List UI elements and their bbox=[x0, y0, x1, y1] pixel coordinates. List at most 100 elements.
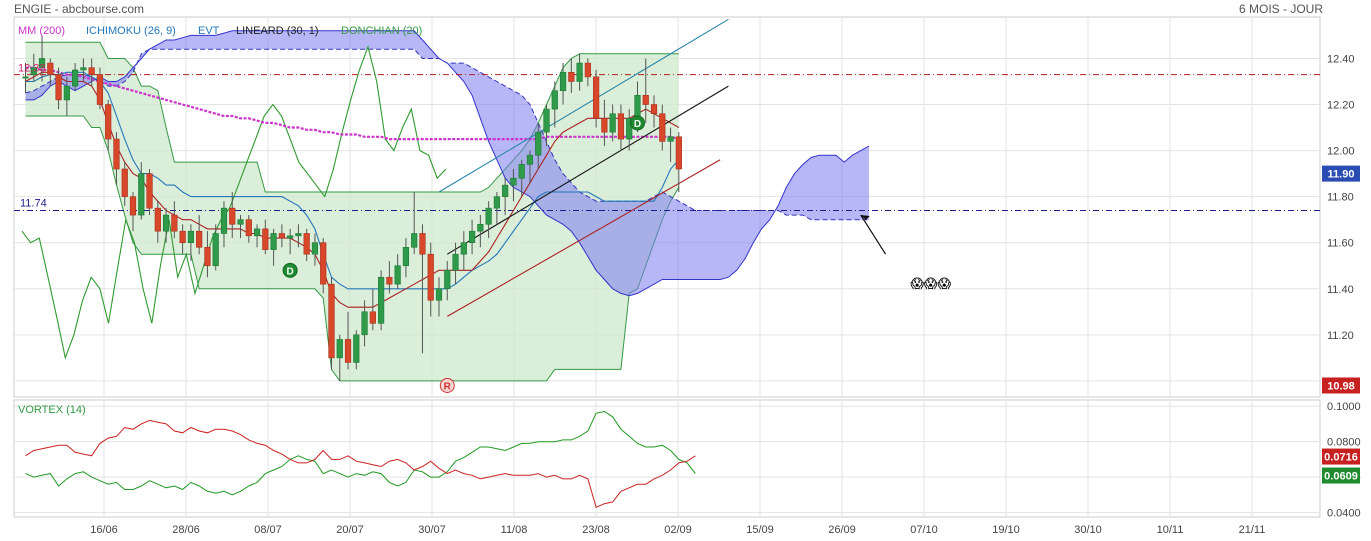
candle-body bbox=[204, 247, 211, 267]
candle-body bbox=[80, 67, 87, 71]
candle-body bbox=[162, 214, 170, 232]
resistance-label: 12.33 bbox=[18, 63, 46, 75]
candle-body bbox=[452, 253, 459, 271]
candle-body bbox=[146, 173, 153, 209]
x-tick-label: 26/09 bbox=[828, 524, 856, 536]
candle-body bbox=[138, 173, 145, 216]
y-tick-label: 11.20 bbox=[1327, 330, 1354, 342]
candle-body bbox=[584, 62, 591, 78]
candle-body bbox=[609, 113, 616, 133]
candle-body bbox=[411, 233, 418, 248]
lineard-blue bbox=[438, 18, 729, 193]
candle-body bbox=[72, 69, 79, 87]
x-tick-label: 21/11 bbox=[1239, 524, 1266, 536]
x-tick-label: 08/07 bbox=[254, 524, 282, 536]
legend-item: ICHIMOKU (26, 9) bbox=[86, 25, 176, 37]
support-label: 11.74 bbox=[20, 197, 47, 209]
last-price-tag-box bbox=[1322, 165, 1360, 182]
signal-marker bbox=[282, 262, 298, 278]
vortex-series bbox=[25, 419, 696, 508]
candle-body bbox=[229, 207, 236, 225]
candle-body bbox=[543, 108, 550, 133]
candle-body bbox=[386, 276, 393, 285]
x-tick-label: 07/10 bbox=[910, 524, 938, 536]
y-tick-label: 12.20 bbox=[1327, 100, 1355, 112]
marker-label: D bbox=[634, 119, 641, 130]
chart-title: ENGIE - abcbourse.com bbox=[14, 2, 145, 16]
x-tick-label: 02/09 bbox=[664, 524, 692, 536]
x-tick-label: 10/11 bbox=[1157, 524, 1184, 536]
chart-period: 6 MOIS - JOUR bbox=[1238, 2, 1323, 16]
candle-body bbox=[88, 67, 95, 75]
candle-body bbox=[328, 283, 335, 359]
marker-label: R bbox=[444, 381, 452, 392]
last-price-tag: 11.90 bbox=[1328, 169, 1355, 181]
x-tick-label: 20/07 bbox=[336, 524, 364, 536]
candle-body bbox=[667, 136, 674, 142]
mm200-line bbox=[25, 66, 680, 141]
candle-body bbox=[510, 177, 517, 186]
candle-body bbox=[187, 230, 195, 243]
low-price-tag: 10.98 bbox=[1327, 380, 1355, 392]
candle-body bbox=[121, 168, 128, 197]
candle-body bbox=[394, 265, 401, 285]
candle-body bbox=[419, 233, 426, 255]
candle-body bbox=[237, 219, 244, 225]
vortex-tick-label: 0.0800 bbox=[1327, 437, 1361, 449]
x-tick-label: 16/06 bbox=[90, 524, 118, 536]
candle-body bbox=[55, 74, 62, 101]
candle-body bbox=[617, 113, 625, 140]
candle-body bbox=[402, 247, 410, 267]
candle-body bbox=[526, 154, 534, 165]
candle-body bbox=[601, 118, 608, 133]
candle-body bbox=[278, 233, 285, 239]
x-tick-label: 28/06 bbox=[172, 524, 200, 536]
ichimoku-kijun bbox=[25, 71, 680, 290]
x-tick-label: 30/07 bbox=[418, 524, 446, 536]
marker-label: D bbox=[287, 266, 294, 277]
candle-body bbox=[96, 74, 104, 105]
candle-body bbox=[262, 228, 269, 250]
candle-body bbox=[468, 230, 476, 243]
candle-body bbox=[518, 164, 525, 179]
candle-body bbox=[435, 288, 443, 301]
y-tick-label: 12.40 bbox=[1327, 53, 1355, 65]
x-tick-label: 23/08 bbox=[582, 524, 610, 536]
annotation-arrowhead bbox=[860, 215, 870, 221]
candle-body bbox=[63, 85, 70, 101]
candle-body bbox=[568, 71, 575, 82]
x-tick-label: 19/10 bbox=[992, 524, 1020, 536]
donchian-upper bbox=[25, 41, 679, 193]
price-layer bbox=[14, 18, 1320, 382]
y-tick-label: 11.60 bbox=[1327, 238, 1354, 250]
vortex-vip-tag-box bbox=[1322, 467, 1360, 484]
x-tick-label: 30/10 bbox=[1074, 524, 1102, 536]
vortex-vip-tag: 0.0609 bbox=[1324, 471, 1358, 483]
vortex-vim-tag-box bbox=[1322, 448, 1360, 465]
candle-body bbox=[460, 242, 467, 255]
candle-body bbox=[378, 276, 385, 324]
candle-body bbox=[353, 334, 360, 363]
lineard-black bbox=[446, 85, 729, 255]
y-tick-label: 12.00 bbox=[1327, 146, 1355, 158]
candle-body bbox=[642, 95, 649, 105]
candle-body bbox=[245, 219, 252, 237]
candle-body bbox=[295, 233, 302, 237]
candle-body bbox=[179, 230, 186, 243]
candle-body bbox=[270, 233, 277, 250]
legend-item: LINEARD (30, 1) bbox=[236, 25, 319, 37]
vortex-tick-label: 0.0400 bbox=[1327, 508, 1361, 520]
candle-body bbox=[659, 113, 666, 142]
vortex-panel bbox=[13, 399, 1321, 518]
candle-body bbox=[427, 253, 434, 301]
candle-body bbox=[551, 90, 558, 110]
candle-body bbox=[444, 270, 451, 290]
candle-body bbox=[650, 104, 658, 115]
annotation-emoji: 😱😱😱 bbox=[910, 276, 951, 291]
ichimoku-tenkan bbox=[25, 71, 680, 308]
candle-body bbox=[535, 131, 542, 156]
candle-body bbox=[336, 339, 343, 359]
candle-body bbox=[220, 207, 228, 234]
candle-body bbox=[576, 62, 583, 82]
